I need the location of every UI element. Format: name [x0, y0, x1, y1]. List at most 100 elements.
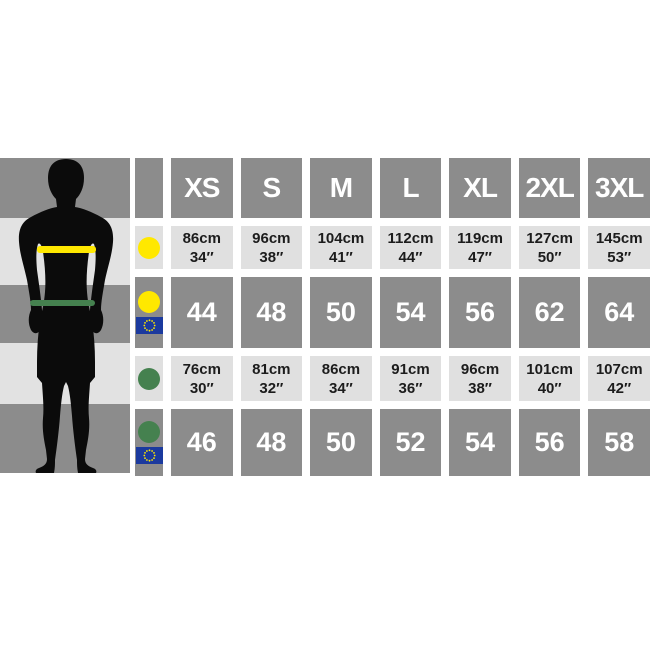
- green-dot-icon: [138, 367, 160, 390]
- waist-line-marker: [30, 300, 95, 306]
- chest-cm-cell: 145cm 53″: [588, 226, 650, 269]
- chest-cm-cell: 119cm 47″: [449, 226, 511, 269]
- chest-line-marker: [37, 246, 96, 253]
- cm-value: 76cm: [182, 360, 221, 378]
- eu-size: 56: [465, 297, 496, 327]
- eu-size: 54: [465, 427, 496, 457]
- in-value: 30″: [189, 379, 214, 397]
- in-value: 40″: [537, 379, 562, 397]
- size-header-xl: XL: [449, 158, 511, 218]
- size-label: XS: [184, 172, 220, 203]
- eu-size: 64: [604, 297, 635, 327]
- waist-marker-cell: [135, 356, 163, 401]
- in-value: 42″: [607, 379, 632, 397]
- size-header-3xl: 3XL: [588, 158, 650, 218]
- eu-size: 50: [325, 427, 356, 457]
- cm-value: 81cm: [252, 360, 291, 378]
- eu-size: 44: [186, 297, 217, 327]
- legend-header-cell: [135, 158, 163, 218]
- chest-eu-cell: 44: [171, 277, 233, 348]
- size-header-m: M: [310, 158, 372, 218]
- in-value: 50″: [537, 248, 562, 266]
- size-label: M: [329, 172, 353, 203]
- size-header-2xl: 2XL: [518, 158, 581, 218]
- chest-eu-cell: 62: [518, 277, 581, 348]
- in-value: 44″: [398, 248, 423, 266]
- waist-cm-cell: 76cm 30″: [171, 356, 233, 401]
- size-header-l: L: [379, 158, 442, 218]
- in-value: 34″: [328, 379, 353, 397]
- cm-value: 96cm: [252, 229, 291, 247]
- eu-size: 54: [395, 297, 426, 327]
- size-header-s: S: [240, 158, 303, 218]
- eu-flag-icon: [135, 447, 163, 464]
- green-dot-icon: [138, 421, 160, 443]
- chest-cm-cell: 127cm 50″: [518, 226, 581, 269]
- cm-value: 101cm: [526, 360, 573, 378]
- chest-eu-cell: 64: [588, 277, 650, 348]
- chest-cm-cell: 112cm 44″: [379, 226, 442, 269]
- size-label: XL: [463, 172, 498, 203]
- waist-eu-marker-cell: [135, 409, 163, 476]
- chest-cm-cell: 104cm 41″: [310, 226, 372, 269]
- waist-eu-cell: 52: [379, 409, 442, 476]
- cm-value: 96cm: [460, 360, 500, 378]
- in-value: 36″: [398, 379, 423, 397]
- cm-value: 86cm: [321, 360, 361, 378]
- in-value: 53″: [607, 248, 632, 266]
- waist-eu-cell: 58: [588, 409, 650, 476]
- cm-value: 112cm: [387, 229, 434, 247]
- chest-eu-cell: 50: [310, 277, 372, 348]
- chest-eu-cell: 56: [449, 277, 511, 348]
- waist-cm-cell: 91cm 36″: [379, 356, 442, 401]
- yellow-dot-icon: [138, 291, 160, 313]
- in-value: 47″: [468, 248, 492, 266]
- body-silhouette: [18, 159, 114, 473]
- stripe: [0, 404, 130, 473]
- waist-eu-cell: 46: [171, 409, 233, 476]
- size-header-xs: XS: [171, 158, 233, 218]
- size-label: L: [402, 172, 419, 203]
- size-label: S: [262, 172, 282, 203]
- cm-value: 104cm: [317, 229, 365, 247]
- in-value: 38″: [468, 379, 492, 397]
- eu-size: 52: [395, 427, 426, 457]
- cm-value: 119cm: [457, 229, 503, 247]
- waist-cm-cell: 86cm 34″: [310, 356, 372, 401]
- cm-value: 86cm: [182, 229, 221, 247]
- size-label: 3XL: [595, 172, 644, 203]
- in-value: 41″: [328, 248, 353, 266]
- waist-cm-cell: 107cm 42″: [588, 356, 650, 401]
- eu-flag-icon: [135, 317, 163, 334]
- eu-size: 58: [604, 427, 635, 457]
- in-value: 32″: [259, 379, 284, 397]
- eu-size: 56: [534, 427, 565, 457]
- yellow-dot-icon: [138, 236, 160, 259]
- cm-value: 91cm: [391, 360, 430, 378]
- chest-eu-cell: 48: [240, 277, 303, 348]
- size-table: XS S M L XL 2XL 3XL 86cm 34″ 96cm 38″ 104c…: [135, 158, 650, 476]
- eu-size: 48: [256, 297, 287, 327]
- waist-cm-cell: 81cm 32″: [240, 356, 303, 401]
- chest-cm-cell: 86cm 34″: [171, 226, 233, 269]
- waist-cm-cell: 96cm 38″: [449, 356, 511, 401]
- in-value: 38″: [259, 248, 284, 266]
- cm-value: 107cm: [595, 360, 643, 378]
- cm-value: 127cm: [526, 229, 573, 247]
- eu-size: 62: [534, 297, 565, 327]
- cm-value: 145cm: [595, 229, 643, 247]
- waist-cm-cell: 101cm 40″: [518, 356, 581, 401]
- waist-eu-cell: 50: [310, 409, 372, 476]
- eu-size: 46: [186, 427, 217, 457]
- waist-eu-cell: 48: [240, 409, 303, 476]
- waist-eu-cell: 54: [449, 409, 511, 476]
- in-value: 34″: [189, 248, 214, 266]
- eu-size: 50: [325, 297, 356, 327]
- chest-eu-cell: 54: [379, 277, 442, 348]
- eu-size: 48: [256, 427, 287, 457]
- chest-eu-marker-cell: [135, 277, 163, 348]
- waist-eu-cell: 56: [518, 409, 581, 476]
- size-label: 2XL: [525, 172, 574, 203]
- chest-cm-cell: 96cm 38″: [240, 226, 303, 269]
